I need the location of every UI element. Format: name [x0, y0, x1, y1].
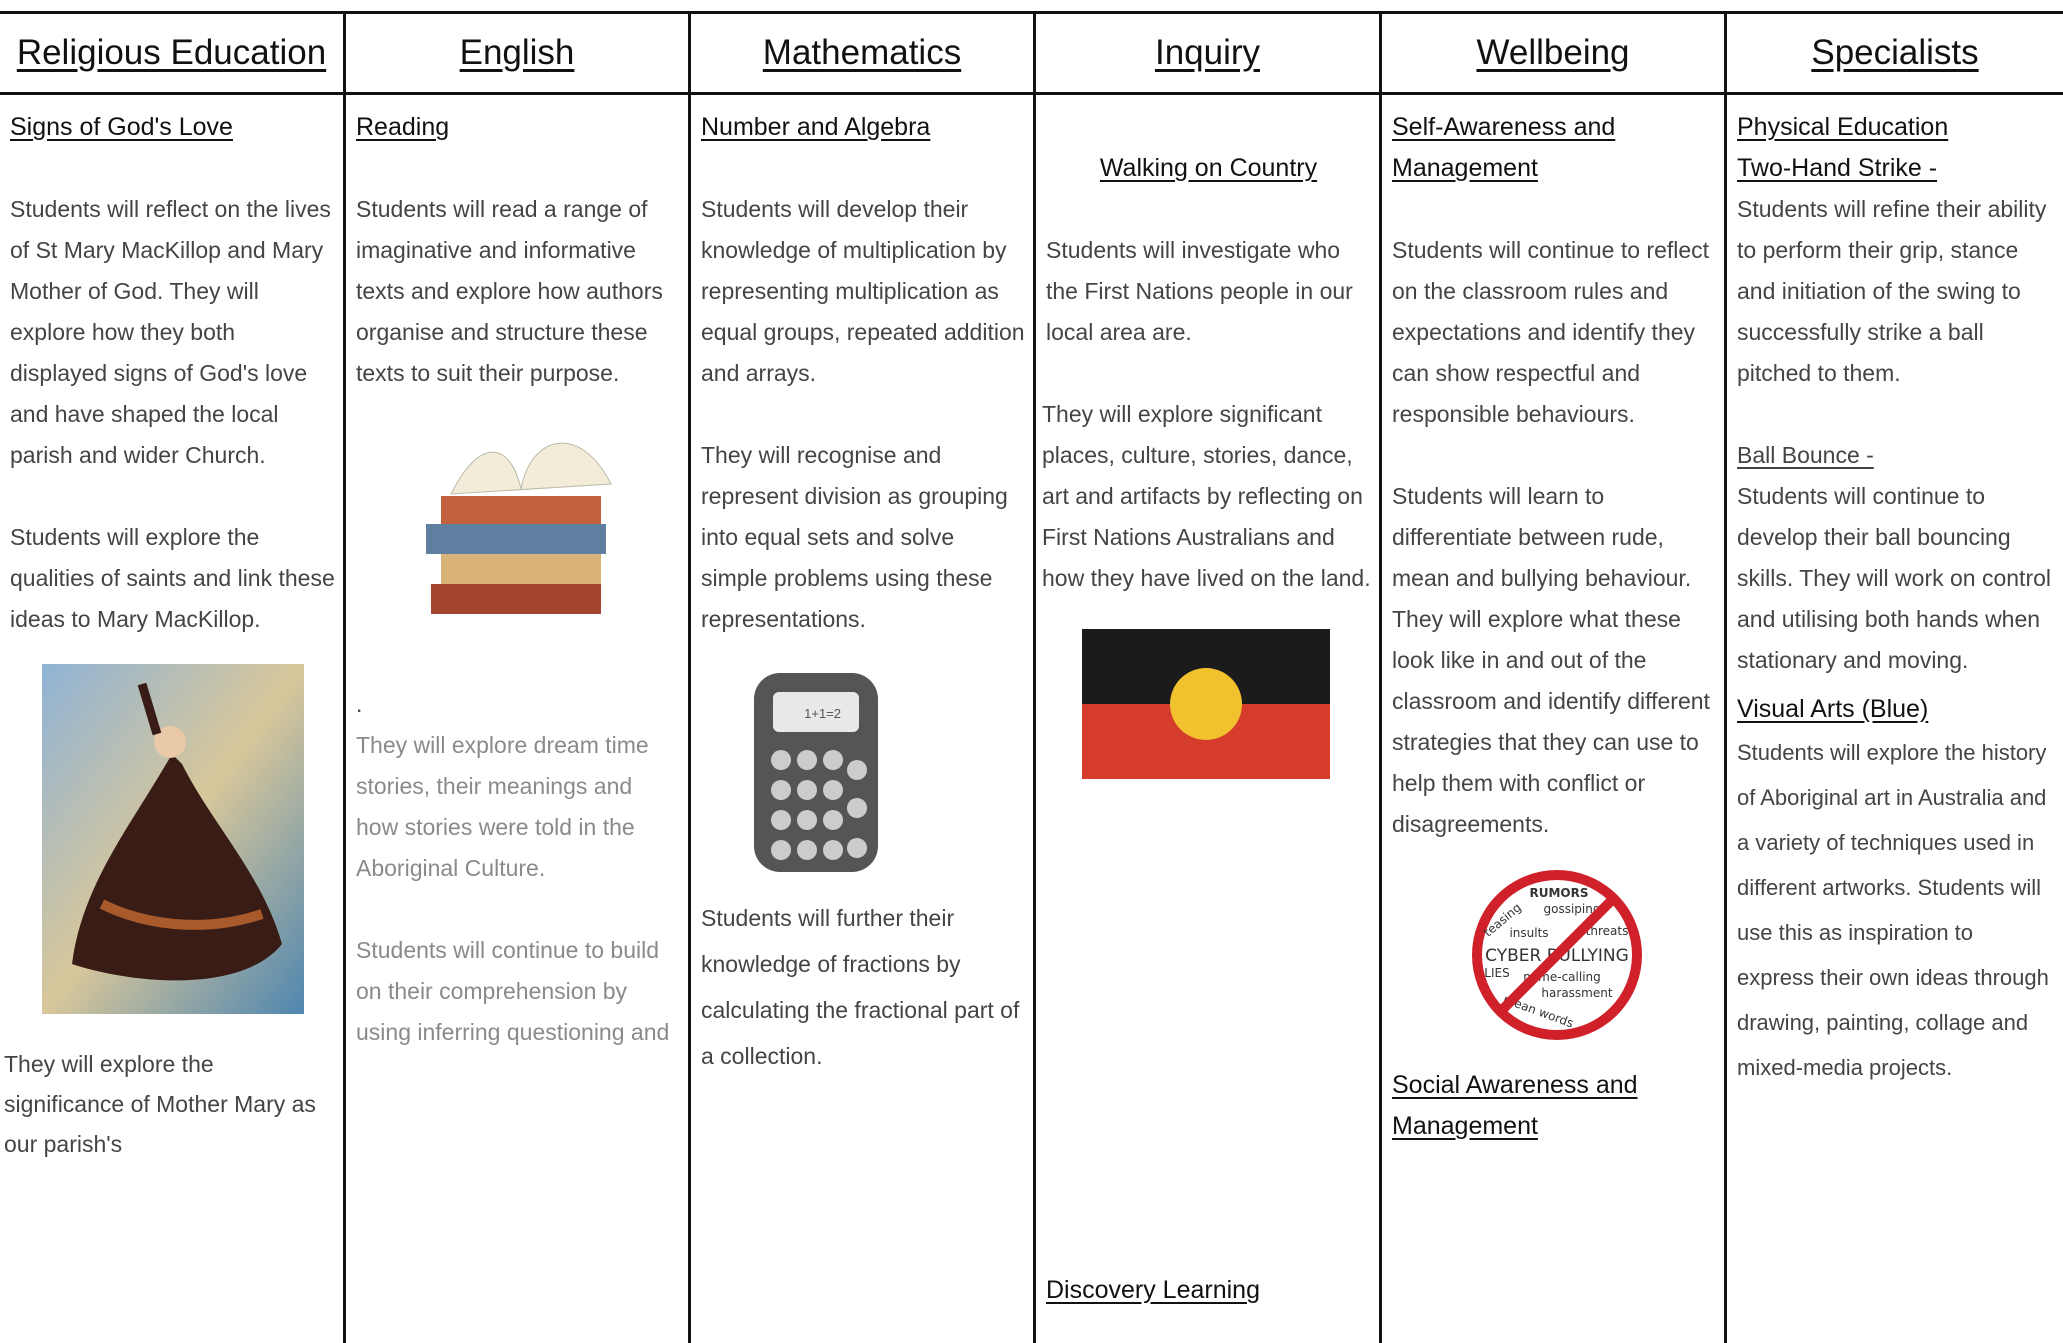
heading: Walking on Country — [1099, 154, 1318, 182]
paragraph: Students will explore the qualities of s… — [10, 524, 335, 632]
books-image — [426, 442, 612, 614]
flag-image — [1082, 629, 1330, 779]
image-text: gossiping — [1544, 902, 1601, 916]
image-text: harassment — [1541, 986, 1612, 1000]
column-header: Inquiry — [1036, 14, 1382, 95]
column-body: Number and Algebra Students will develop… — [691, 95, 1036, 1343]
paragraph: Students will refine their ability to pe… — [1737, 196, 2047, 386]
paragraph: Students will further their knowledge of… — [701, 905, 1020, 1069]
image-text: LIES — [1484, 966, 1509, 980]
image-text: threats — [1586, 924, 1629, 938]
column-body: Physical Education Two-Hand Strike - Stu… — [1727, 95, 2063, 1343]
heading: Self-Awareness and Management — [1392, 113, 1616, 182]
subheading: Two-Hand Strike - — [1737, 154, 1938, 182]
heading: Reading — [356, 113, 450, 141]
image-text: RUMORS — [1529, 886, 1588, 900]
paragraph: Students will develop their knowledge of… — [701, 196, 1025, 386]
paragraph: Students will read a range of imaginativ… — [356, 196, 663, 386]
column-body: Self-Awareness and Management Students w… — [1382, 95, 1727, 1343]
cyberbullying-image: RUMORS gossiping teasing insults threats… — [1472, 870, 1642, 1040]
paragraph: They will recognise and represent divisi… — [701, 442, 1008, 632]
paragraph: Students will investigate who the First … — [1046, 237, 1353, 345]
column-header: Religious Education — [0, 14, 346, 95]
column-body: Walking on Country Students will investi… — [1036, 95, 1382, 1343]
curriculum-table: Religious Education English Mathematics … — [0, 11, 2063, 1343]
paragraph: They will explore significant places, cu… — [1042, 401, 1371, 591]
heading: Physical Education — [1737, 113, 1949, 141]
subheading: Ball Bounce - — [1737, 442, 1874, 468]
calculator-image: 1+1=2 — [754, 673, 878, 872]
paragraph: . — [356, 691, 363, 717]
heading: Number and Algebra — [701, 113, 931, 141]
painting — [42, 664, 304, 1014]
column-body: Signs of God's Love Students will reflec… — [0, 95, 346, 1343]
image-text: 1+1=2 — [804, 706, 841, 721]
column-header: English — [346, 14, 691, 95]
heading: Social Awareness and Management — [1392, 1071, 1638, 1140]
column-header: Wellbeing — [1382, 14, 1727, 95]
paragraph: They will explore the significance of Mo… — [4, 1051, 316, 1157]
paragraph: Students will reflect on the lives of St… — [10, 196, 331, 468]
heading: Signs of God's Love — [10, 113, 233, 141]
paragraph: They will explore dream time stories, th… — [356, 732, 649, 881]
column-body: Reading Students will read a range of im… — [346, 95, 691, 1343]
heading: Visual Arts (Blue) — [1737, 695, 1929, 723]
paragraph: Students will continue to build on their… — [356, 937, 670, 1045]
image-text: insults — [1509, 926, 1548, 940]
paragraph: Students will learn to differentiate bet… — [1392, 483, 1710, 837]
paragraph: Students will continue to develop their … — [1737, 483, 2052, 673]
heading: Discovery Learning — [1046, 1276, 1260, 1304]
paragraph: Students will explore the history of Abo… — [1737, 740, 2049, 1080]
column-header: Specialists — [1727, 14, 2063, 95]
paragraph: Students will continue to reflect on the… — [1392, 237, 1710, 427]
column-header: Mathematics — [691, 14, 1036, 95]
